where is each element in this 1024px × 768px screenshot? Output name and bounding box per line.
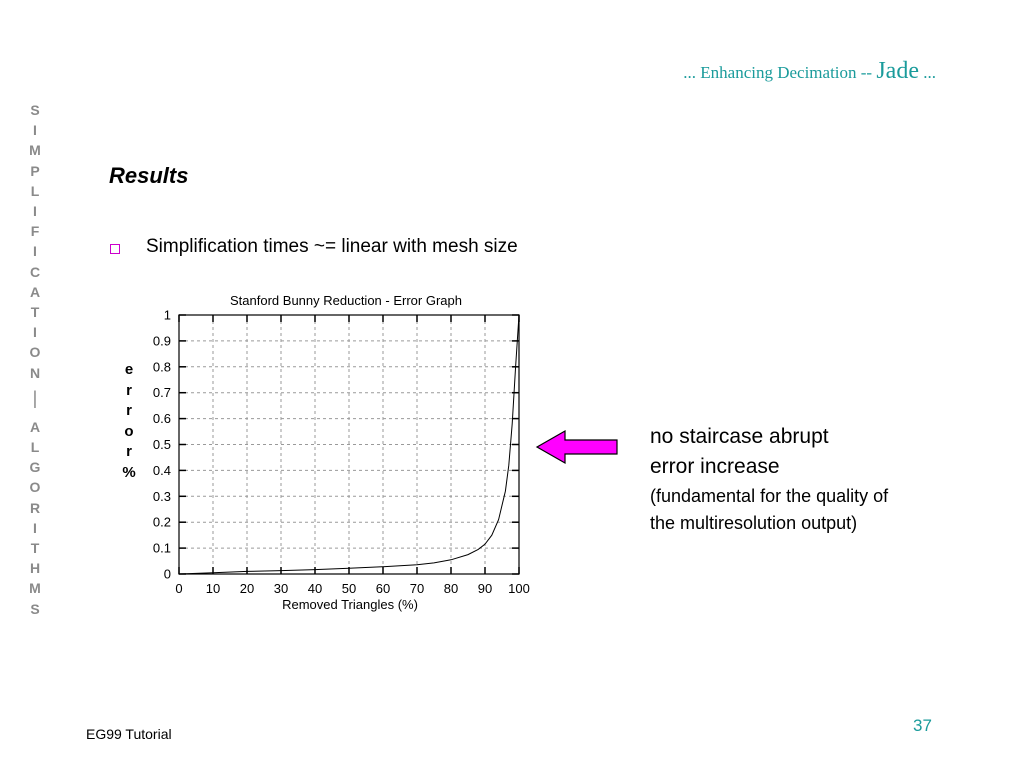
x-tick-label: 70: [410, 581, 424, 596]
y-tick-label: 0.5: [153, 437, 171, 452]
sidebar-vertical-title: S I M P L I F I C A T I O N | A L G O R I T H M S: [22, 100, 48, 619]
annotation-line-2: error increase: [650, 455, 780, 478]
chart-ylabel-letter: r: [126, 402, 132, 419]
x-tick-label: 0: [175, 581, 182, 596]
y-tick-label: 0: [164, 567, 171, 582]
sidebar-letter: F: [30, 223, 40, 240]
sidebar-letter: M: [29, 580, 41, 597]
y-tick-label: 0.2: [153, 515, 171, 530]
sidebar-letter: A: [29, 418, 41, 435]
sidebar-letter: R: [29, 499, 41, 516]
sidebar-letter: N: [29, 364, 41, 381]
sidebar-letter: P: [30, 162, 40, 179]
x-tick-label: 60: [376, 581, 390, 596]
arrow-shape: [535, 429, 618, 465]
chart-xlabel: Removed Triangles (%): [282, 597, 418, 612]
x-tick-label: 80: [444, 581, 458, 596]
sidebar-letter: L: [30, 182, 40, 199]
x-tick-label: 30: [274, 581, 288, 596]
bullet-square-icon: [110, 244, 120, 254]
header-title-prefix: ... Enhancing Decimation --: [683, 63, 877, 82]
x-tick-label: 40: [308, 581, 322, 596]
y-tick-label: 0.9: [153, 333, 171, 348]
sidebar-letter: O: [29, 479, 41, 496]
x-tick-label: 90: [478, 581, 492, 596]
footer-label: EG99 Tutorial: [86, 726, 172, 742]
annotation-line-4: the multiresolution output): [650, 513, 858, 533]
sidebar-letter: S: [30, 102, 40, 118]
sidebar-letter: A: [29, 283, 41, 300]
sidebar-letter: M: [29, 142, 41, 159]
chart-ylabel: e r r o r%: [120, 360, 138, 483]
sidebar-letter: C: [29, 263, 41, 280]
x-tick-label: 10: [206, 581, 220, 596]
sidebar-letter: I: [33, 243, 37, 260]
chart-ylabel-letter: r: [126, 381, 132, 399]
sidebar-letter: I: [33, 519, 37, 536]
chart-ylabel-letter: o: [124, 422, 134, 440]
error-graph-chart: Stanford Bunny Reduction - Error Graph 0…: [153, 293, 530, 612]
sidebar-letter: H: [29, 560, 41, 577]
sidebar-letter: I: [33, 203, 37, 220]
x-tick-label: 100: [508, 581, 530, 596]
y-tick-label: 0.1: [153, 541, 171, 556]
y-tick-label: 0.3: [153, 489, 171, 504]
sidebar-letter: G: [29, 459, 41, 476]
page-number: 37: [913, 716, 932, 735]
sidebar-letter: I: [33, 324, 37, 341]
header-title: ... Enhancing Decimation -- Jade ...: [683, 58, 936, 85]
sidebar-letter: T: [30, 540, 40, 557]
y-tick-label: 0.7: [153, 385, 171, 400]
y-tick-label: 0.6: [153, 411, 171, 426]
chart-ylabel-letter: e: [124, 361, 134, 378]
bullet-text: Simplification times ~= linear with mesh…: [146, 236, 518, 257]
sidebar-separator: |: [32, 387, 38, 408]
y-tick-label: 0.4: [153, 463, 171, 478]
sidebar-letter: L: [30, 439, 40, 456]
sidebar-letter: S: [30, 600, 40, 617]
header-title-emphasis: Jade: [876, 58, 919, 84]
x-tick-label: 50: [342, 581, 356, 596]
sidebar-letter: I: [33, 122, 37, 139]
annotation-line-3: (fundamental for the quality of: [650, 486, 889, 506]
chart-title: Stanford Bunny Reduction - Error Graph: [230, 293, 462, 308]
annotation-line-1: no staircase abrupt: [650, 425, 829, 448]
sidebar-letter: O: [29, 344, 41, 361]
sidebar-letter: T: [30, 304, 40, 321]
header-title-suffix: ...: [919, 63, 936, 82]
x-tick-label: 20: [240, 581, 254, 596]
section-heading: Results: [109, 163, 189, 188]
y-tick-label: 0.8: [153, 359, 171, 374]
pointer-arrow-icon: [535, 429, 618, 465]
y-tick-label: 1: [164, 308, 171, 323]
chart-ylabel-letter: %: [122, 463, 136, 481]
chart-ylabel-letter: r: [126, 443, 132, 460]
series-line-error: [178, 314, 520, 575]
